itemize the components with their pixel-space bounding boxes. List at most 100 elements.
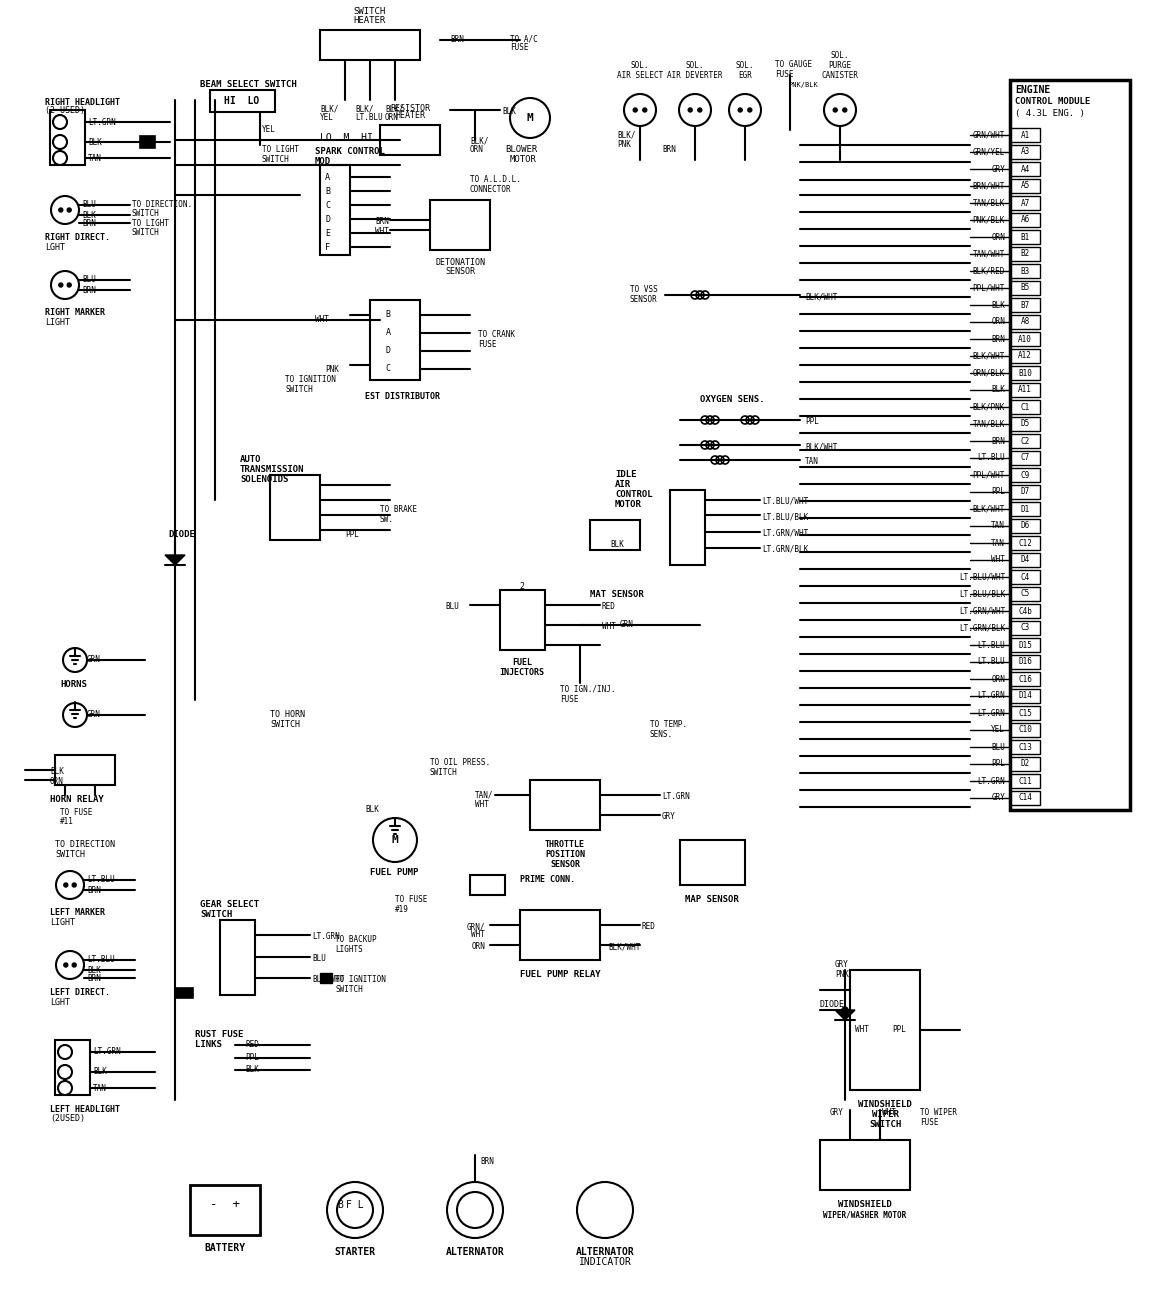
Text: D16: D16 [1018, 658, 1032, 667]
Text: LIGHT: LIGHT [50, 918, 75, 927]
Text: WINDSHIELD: WINDSHIELD [839, 1200, 892, 1210]
Text: C12: C12 [1018, 539, 1032, 548]
Text: A8: A8 [1021, 317, 1030, 326]
Text: BRN: BRN [991, 436, 1005, 445]
Bar [270, 475, 320, 540]
Text: LT.BLU/BLK: LT.BLU/BLK [958, 589, 1005, 598]
Text: #19: #19 [395, 905, 409, 914]
Circle shape [577, 1182, 632, 1238]
Text: D14: D14 [1018, 692, 1032, 701]
Text: ORN/BLK: ORN/BLK [972, 369, 1005, 378]
Bar [1010, 434, 1040, 448]
Text: SWITCH: SWITCH [55, 850, 85, 859]
Text: LT.GRN: LT.GRN [977, 777, 1005, 786]
Text: PPL: PPL [805, 417, 819, 426]
Text: LEFT HEADLIGHT: LEFT HEADLIGHT [50, 1105, 120, 1114]
Text: B: B [325, 186, 329, 196]
Text: BEAM SELECT SWITCH: BEAM SELECT SWITCH [200, 80, 297, 89]
Text: RED: RED [602, 602, 616, 611]
Text: BLK/WHT: BLK/WHT [805, 442, 838, 451]
Text: WHT: WHT [991, 556, 1005, 565]
Text: ORN: ORN [50, 777, 63, 786]
Text: B: B [338, 1200, 343, 1210]
Text: TAN/BLK: TAN/BLK [972, 198, 1005, 207]
Text: WHT: WHT [471, 930, 485, 939]
Circle shape [58, 1045, 71, 1059]
Text: TAN: TAN [93, 1084, 107, 1093]
Text: AIR: AIR [615, 480, 631, 490]
Text: SENSOR: SENSOR [445, 267, 475, 276]
Bar [1010, 281, 1040, 295]
Text: BLK: BLK [88, 966, 101, 975]
Text: BRN: BRN [88, 974, 101, 983]
Bar [1010, 739, 1040, 754]
Text: LT.GRN: LT.GRN [977, 708, 1005, 717]
Circle shape [679, 95, 711, 126]
Text: ENGINE: ENGINE [1015, 85, 1051, 95]
Circle shape [63, 703, 88, 726]
Text: SENS.: SENS. [650, 730, 673, 739]
Bar [1010, 145, 1040, 159]
Text: DETONATION: DETONATION [435, 258, 485, 267]
Bar [1010, 128, 1040, 142]
Bar [470, 875, 505, 895]
Text: D4: D4 [1021, 556, 1030, 565]
Text: F L: F L [347, 1200, 364, 1210]
Circle shape [688, 107, 692, 111]
Text: ORN: ORN [385, 113, 399, 122]
Text: BLK/: BLK/ [320, 105, 339, 114]
Text: D6: D6 [1021, 522, 1030, 531]
Text: WHT: WHT [882, 1109, 896, 1118]
Text: BLK/: BLK/ [385, 105, 403, 114]
Circle shape [842, 1008, 848, 1013]
Text: C10: C10 [1018, 725, 1032, 734]
Text: SOLENOIDS: SOLENOIDS [240, 475, 288, 484]
Text: ORN: ORN [470, 145, 484, 154]
Text: TO TEMP.: TO TEMP. [650, 720, 687, 729]
Text: TO A/C: TO A/C [510, 35, 538, 44]
Circle shape [843, 107, 847, 111]
Text: TO A.L.D.L.: TO A.L.D.L. [470, 175, 521, 184]
Text: SOL.: SOL. [736, 61, 755, 70]
Bar [190, 1185, 260, 1235]
Text: A10: A10 [1018, 334, 1032, 343]
Text: C: C [386, 364, 391, 373]
Text: TAN: TAN [991, 539, 1005, 548]
Circle shape [63, 883, 68, 887]
Text: SENSOR: SENSOR [630, 295, 658, 304]
Text: D: D [386, 346, 391, 355]
Text: LT.BLU: LT.BLU [977, 453, 1005, 462]
Text: BLK: BLK [991, 300, 1005, 310]
Text: GRN: GRN [88, 655, 101, 664]
Text: D7: D7 [1021, 487, 1030, 496]
Bar [1010, 570, 1040, 584]
Text: LT.GRN: LT.GRN [312, 932, 340, 941]
Text: PPL/WHT: PPL/WHT [972, 284, 1005, 293]
Text: BLU: BLU [312, 954, 326, 963]
Text: THROTTLE: THROTTLE [545, 840, 585, 850]
Text: D: D [325, 215, 329, 224]
Text: PPL/WHT: PPL/WHT [972, 470, 1005, 479]
Text: ALTERNATOR: ALTERNATOR [446, 1247, 505, 1257]
Text: HEATER: HEATER [354, 16, 386, 25]
Text: BLK/WHT: BLK/WHT [805, 291, 838, 300]
Bar [1010, 247, 1040, 262]
Text: TO IGNITION
SWITCH: TO IGNITION SWITCH [335, 975, 386, 995]
Circle shape [457, 1191, 493, 1228]
Text: YEL: YEL [320, 113, 334, 122]
Text: A: A [325, 174, 329, 183]
Text: ( 4.3L ENG. ): ( 4.3L ENG. ) [1015, 109, 1085, 118]
Bar [1010, 587, 1040, 601]
Circle shape [338, 1191, 373, 1228]
Text: RUST FUSE: RUST FUSE [195, 1030, 243, 1039]
Text: PPL: PPL [344, 530, 359, 539]
Text: TAN: TAN [88, 154, 101, 163]
Text: GRN/WHT: GRN/WHT [972, 131, 1005, 140]
Text: MOTOR: MOTOR [615, 500, 642, 509]
Bar [1010, 791, 1040, 805]
Bar [220, 919, 255, 995]
Text: GRY: GRY [829, 1109, 844, 1118]
Text: LGHT: LGHT [50, 998, 70, 1008]
Text: GRY: GRY [991, 794, 1005, 803]
Text: HORN RELAY: HORN RELAY [50, 795, 104, 804]
